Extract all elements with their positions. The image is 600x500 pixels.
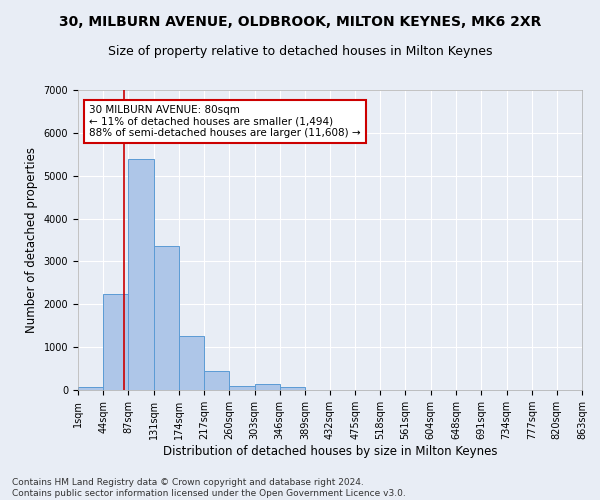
Bar <box>280 387 305 390</box>
Text: Contains HM Land Registry data © Crown copyright and database right 2024.
Contai: Contains HM Land Registry data © Crown c… <box>12 478 406 498</box>
Bar <box>204 370 229 390</box>
Bar <box>78 387 103 390</box>
Bar <box>103 294 128 390</box>
Bar <box>229 386 254 390</box>
Text: Size of property relative to detached houses in Milton Keynes: Size of property relative to detached ho… <box>108 45 492 58</box>
Text: 30, MILBURN AVENUE, OLDBROOK, MILTON KEYNES, MK6 2XR: 30, MILBURN AVENUE, OLDBROOK, MILTON KEY… <box>59 15 541 29</box>
Y-axis label: Number of detached properties: Number of detached properties <box>25 147 38 333</box>
Bar <box>179 336 204 390</box>
X-axis label: Distribution of detached houses by size in Milton Keynes: Distribution of detached houses by size … <box>163 445 497 458</box>
Bar <box>128 158 154 390</box>
Bar <box>154 246 179 390</box>
Text: 30 MILBURN AVENUE: 80sqm
← 11% of detached houses are smaller (1,494)
88% of sem: 30 MILBURN AVENUE: 80sqm ← 11% of detach… <box>89 105 361 138</box>
Bar <box>254 384 280 390</box>
